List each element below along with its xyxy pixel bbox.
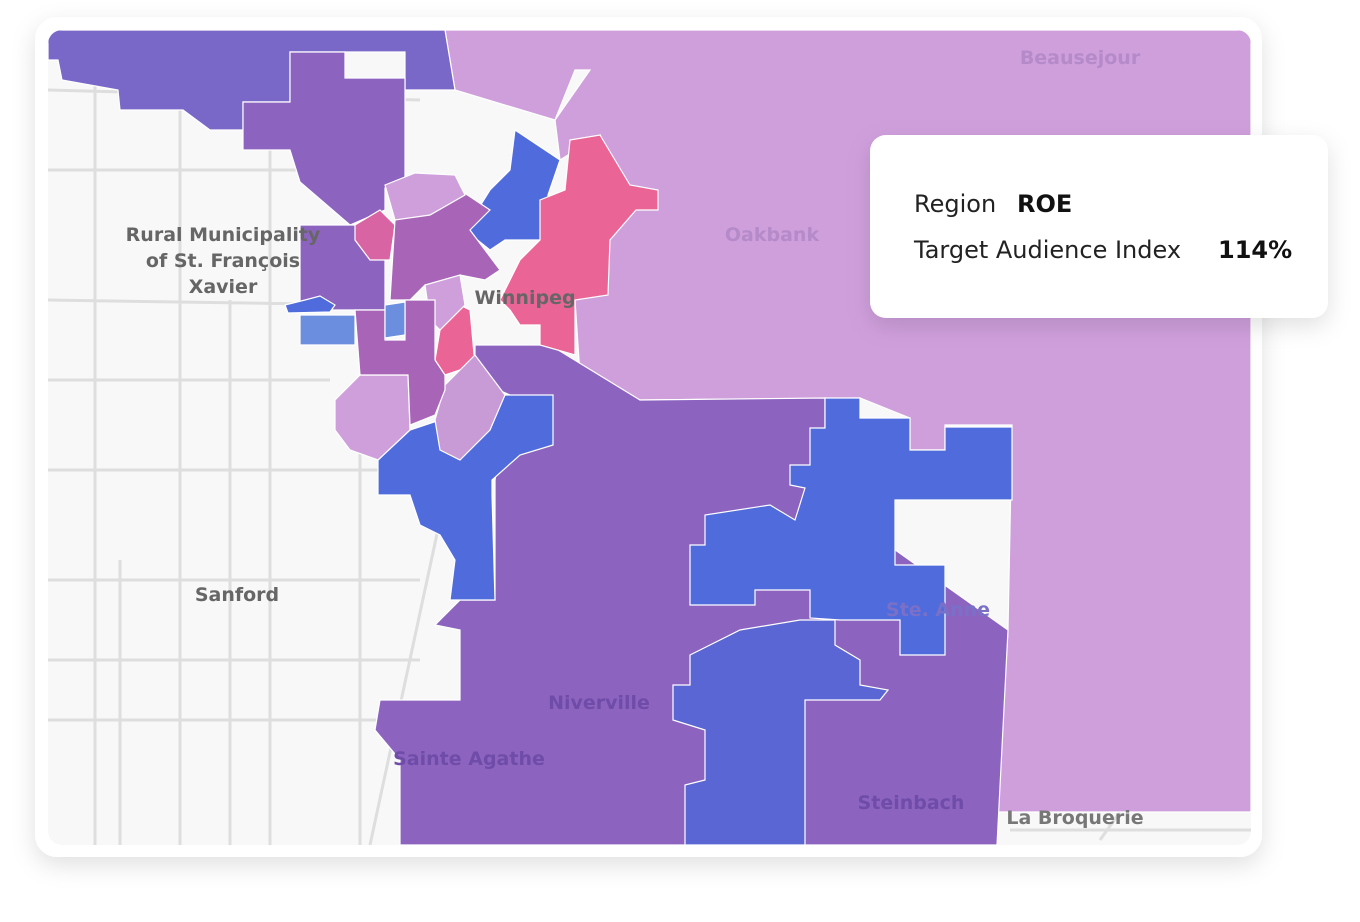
place-label: Niverville: [548, 692, 650, 714]
tooltip-label: Target Audience Index: [913, 236, 1181, 264]
region: [384, 301, 406, 339]
region: [354, 209, 396, 261]
place-label: La Broquerie: [1006, 807, 1143, 829]
tooltip-value: ROE: [1017, 190, 1072, 218]
region: [384, 172, 466, 221]
place-label: Sainte Agathe: [393, 748, 545, 770]
tooltip-box: [870, 135, 1328, 318]
place-label: Xavier: [189, 276, 258, 298]
place-label: Oakbank: [725, 224, 820, 246]
tooltip-label: Region: [914, 190, 996, 218]
region: [464, 128, 561, 251]
place-labels: Rural Municipality of St. François Xavie…: [126, 47, 1144, 829]
region: [354, 299, 446, 426]
region: [299, 314, 356, 346]
place-label: Winnipeg: [474, 287, 575, 309]
tooltip: Region ROE Target Audience Index 114%: [870, 135, 1328, 318]
place-label: Sanford: [195, 584, 279, 606]
region: [689, 397, 1013, 656]
region: [434, 354, 506, 461]
place-label: Steinbach: [858, 792, 965, 814]
place-label: of St. François: [146, 250, 300, 272]
place-label: Ste. Anne: [886, 599, 990, 621]
place-label: Rural Municipality: [126, 224, 321, 246]
region: [672, 619, 890, 845]
place-label: Beausejour: [1020, 47, 1141, 69]
region: [284, 295, 336, 314]
region: [499, 134, 659, 356]
tooltip-value: 114%: [1218, 236, 1292, 264]
